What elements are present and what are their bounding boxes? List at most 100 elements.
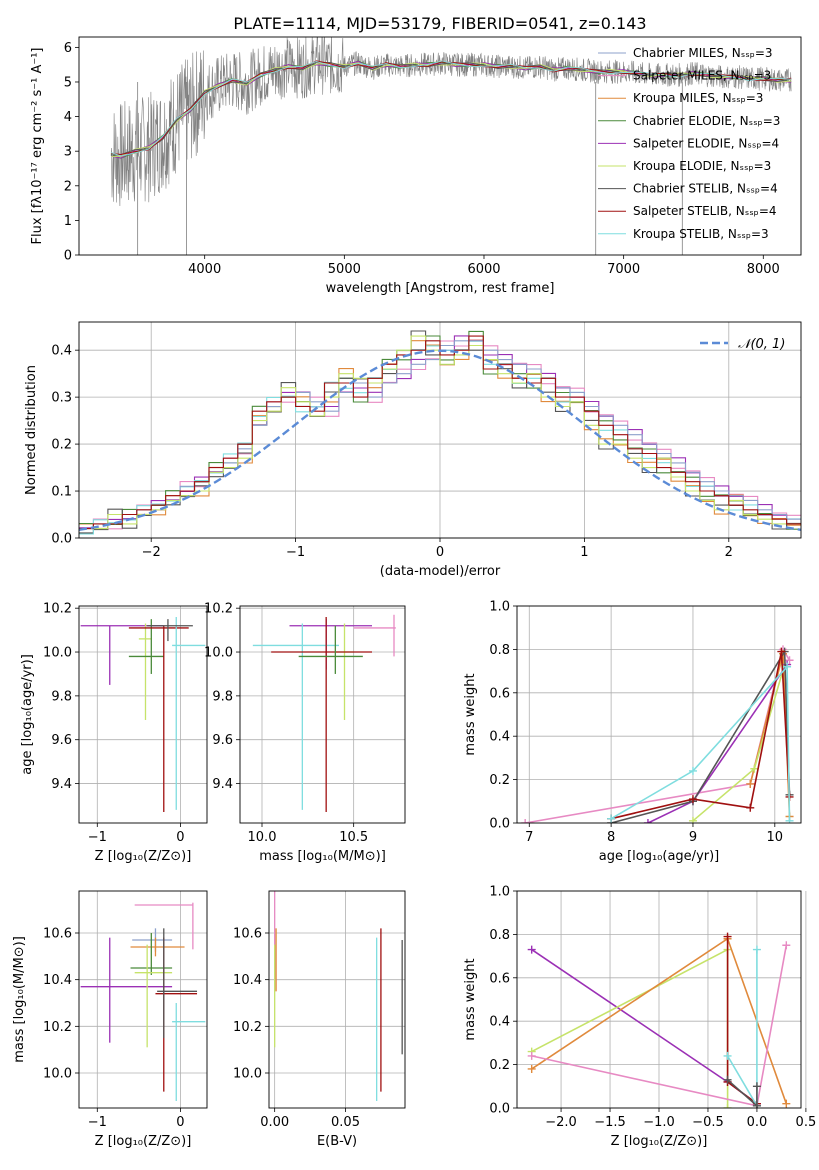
y-tick-label: 10.0 [43, 646, 72, 661]
weight-marker-kroupa_stelib [723, 1051, 732, 1060]
weight-marker-salpeter_stelib [777, 647, 786, 656]
x-tick-label: 8 [607, 830, 615, 845]
plot-area [110, 37, 792, 255]
axes-frame [516, 605, 802, 824]
x-tick-label: 2 [725, 545, 733, 560]
y-tick-label: 9.6 [51, 733, 72, 748]
gaussian-curve [79, 349, 801, 531]
y-tick-label: 4 [64, 110, 72, 125]
y-tick-label: 0.6 [489, 971, 510, 986]
y-axis-label: mass weight [463, 673, 478, 755]
y-tick-label: 0.0 [489, 1102, 510, 1117]
plot-area [252, 614, 396, 813]
y-tick-label: 9.8 [51, 689, 72, 704]
legend-label: Salpeter MILES, Nₛₛₚ=3 [633, 69, 771, 83]
weight-marker-kroupa_elodie [750, 764, 759, 773]
legend-label: Salpeter STELIB, Nₛₛₚ=4 [633, 204, 777, 218]
x-axis-label: age [log₁₀(age/yr)] [599, 849, 720, 864]
y-tick-label: 0.8 [489, 643, 510, 658]
y-tick-label: 0 [64, 249, 72, 264]
legend-label: Kroupa STELIB, Nₛₛₚ=3 [633, 227, 769, 241]
weight-line-kroupa_stelib [726, 949, 758, 1108]
x-tick-label: −1.0 [643, 1115, 675, 1130]
weight-marker-kroupa_elodie [688, 816, 697, 823]
y-tick-label: 1.0 [489, 600, 510, 615]
plot-area [527, 932, 791, 1108]
y-tick-label: 0.0 [489, 817, 510, 832]
weight-marker-salpeter_elodie [527, 945, 536, 954]
weight-marker-chabrier_stelib [752, 1082, 761, 1091]
weight-marker-salpeter_elodie [643, 819, 652, 823]
y-tick-label: 0.6 [489, 686, 510, 701]
axes-frame [239, 605, 406, 824]
model-spectrum-kroupa_stelib [110, 60, 792, 157]
legend-label: Chabrier MILES, Nₛₛₚ=3 [633, 46, 773, 60]
x-tick-label: 7000 [607, 262, 640, 277]
y-tick-label: 10.2 [204, 602, 233, 617]
x-tick-label: 0.0 [747, 1115, 768, 1130]
y-tick-label: 10.4 [43, 973, 72, 988]
weight-marker-salpeter_miles [527, 1051, 536, 1060]
weight-line-chabrier_stelib [610, 648, 791, 823]
plot-area [521, 645, 794, 823]
y-tick-label: 10.2 [233, 1020, 262, 1035]
plot-area [79, 330, 801, 535]
x-tick-label: 1 [580, 545, 588, 560]
y-tick-label: 0.4 [51, 344, 72, 359]
figure-title: PLATE=1114, MJD=53179, FIBERID=0541, z=0… [233, 14, 646, 33]
x-axis-label: (data-model)/error [380, 564, 501, 579]
y-tick-label: 10.2 [43, 1020, 72, 1035]
weight-marker-salpeter_stelib [688, 795, 697, 804]
plot-area [80, 902, 206, 1101]
y-axis-label: Flux [fλ10⁻¹⁷ erg cm⁻² s⁻¹ A⁻¹] [30, 48, 45, 245]
legend-label: Kroupa ELODIE, Nₛₛₚ=3 [633, 159, 771, 173]
histogram-salpeter-stelib [79, 335, 801, 530]
chart-weight_vs_age: 7 8 9 10 0.0 0.2 0.4 0.6 0.8 1.0 age [log₁₀(age/yr… [463, 600, 802, 864]
x-axis-label: E(B-V) [317, 1134, 357, 1149]
x-tick-label: 0 [176, 830, 184, 845]
x-tick-label: −0.5 [692, 1115, 724, 1130]
axes-frame [78, 321, 802, 539]
weight-marker-kroupa_elodie [723, 1104, 732, 1108]
x-tick-label: −1.5 [594, 1115, 626, 1130]
x-axis-label: Z [log₁₀(Z/Z⊙)] [95, 849, 192, 864]
y-tick-label: 0.3 [51, 391, 72, 406]
weight-marker-kroupa_stelib [785, 816, 794, 823]
legend-label-gaussian: 𝒩(0, 1) [738, 337, 785, 352]
y-tick-label: 0.2 [489, 1058, 510, 1073]
legend-label: Chabrier ELODIE, Nₛₛₚ=3 [633, 114, 780, 128]
x-tick-label: −2.0 [545, 1115, 577, 1130]
x-tick-label: 7 [525, 830, 533, 845]
x-tick-label: 0.5 [796, 1115, 817, 1130]
x-tick-label: 8000 [747, 262, 780, 277]
x-tick-label: −2 [142, 545, 161, 560]
weight-marker-salpeter_stelib [723, 932, 732, 941]
x-tick-label: 0.00 [260, 1115, 289, 1130]
x-tick-label: 6000 [467, 262, 500, 277]
chart-mass_vs_Z: −1 0 10.0 10.2 10.4 10.6 Z [log₁₀(Z/Z⊙)] mass [… [12, 890, 208, 1149]
y-tick-label: 0.1 [51, 485, 72, 500]
y-tick-label: 5 [64, 75, 72, 90]
y-tick-label: 0.2 [51, 438, 72, 453]
x-tick-label: −1 [88, 830, 107, 845]
weight-marker-salpeter_miles [785, 656, 794, 665]
weight-marker-kroupa_miles [782, 1099, 791, 1108]
y-tick-label: 6 [64, 41, 72, 56]
y-tick-label: 0.4 [489, 730, 510, 745]
y-axis-label: mass [log₁₀(M/M⊙)] [12, 936, 27, 1063]
weight-marker-salpeter_miles [521, 819, 530, 823]
chart-age_vs_Z: −1 0 9.4 9.6 9.8 10.0 10.2 Z [log₁₀(Z/Z⊙)] age [… [20, 602, 208, 864]
y-tick-label: 10.0 [233, 1067, 262, 1082]
weight-marker-kroupa_stelib [607, 814, 616, 823]
axes-frame [78, 890, 208, 1109]
x-axis-label: Z [log₁₀(Z/Z⊙)] [611, 1134, 708, 1149]
axes-frame [268, 890, 406, 1109]
legend-label: Salpeter ELODIE, Nₛₛₚ=4 [633, 136, 779, 150]
weight-marker-kroupa_stelib [752, 945, 761, 954]
y-tick-label: 9.4 [212, 777, 233, 792]
y-tick-label: 3 [64, 145, 72, 160]
y-tick-label: 0.0 [51, 532, 72, 547]
weight-marker-chabrier_stelib [723, 1075, 732, 1084]
